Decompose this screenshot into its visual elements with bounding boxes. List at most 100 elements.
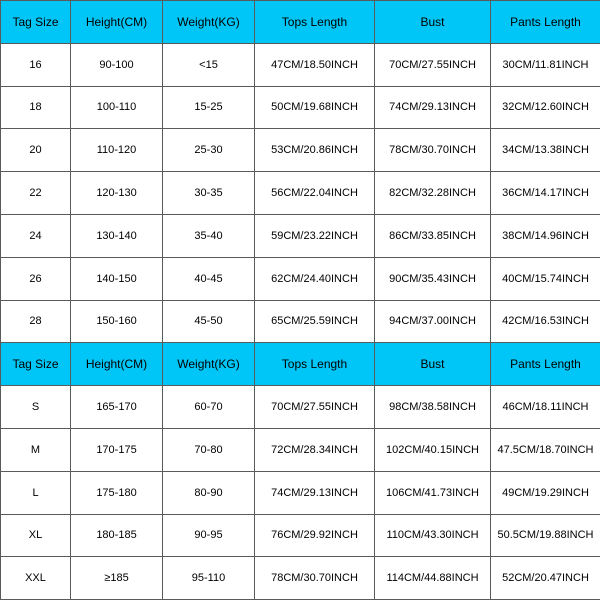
table-cell: 47CM/18.50INCH	[255, 43, 375, 86]
table-row: 28150-16045-5065CM/25.59INCH94CM/37.00IN…	[1, 300, 600, 343]
table-cell: 120-130	[71, 172, 163, 215]
table-cell: 95-110	[163, 557, 255, 600]
table-cell: 40-45	[163, 257, 255, 300]
table-cell: 53CM/20.86INCH	[255, 129, 375, 172]
table-cell: 70CM/27.55INCH	[255, 386, 375, 429]
table-cell: 74CM/29.13INCH	[375, 86, 491, 129]
table-cell: 72CM/28.34INCH	[255, 428, 375, 471]
table-cell: 110CM/43.30INCH	[375, 514, 491, 557]
table-cell: 94CM/37.00INCH	[375, 300, 491, 343]
col-header: Bust	[375, 343, 491, 386]
table-cell: 35-40	[163, 214, 255, 257]
table-cell: ≥185	[71, 557, 163, 600]
table-cell: 24	[1, 214, 71, 257]
table-cell: 130-140	[71, 214, 163, 257]
table-cell: 15-25	[163, 86, 255, 129]
table-cell: 40CM/15.74INCH	[491, 257, 600, 300]
table-cell: 90CM/35.43INCH	[375, 257, 491, 300]
table-cell: 114CM/44.88INCH	[375, 557, 491, 600]
table-cell: 28	[1, 300, 71, 343]
table-cell: 47.5CM/18.70INCH	[491, 428, 600, 471]
table-row: 1690-100<1547CM/18.50INCH70CM/27.55INCH3…	[1, 43, 600, 86]
table-row: 18100-11015-2550CM/19.68INCH74CM/29.13IN…	[1, 86, 600, 129]
col-header: Tag Size	[1, 1, 71, 44]
table-cell: 50CM/19.68INCH	[255, 86, 375, 129]
table-cell: 140-150	[71, 257, 163, 300]
table-cell: 32CM/12.60INCH	[491, 86, 600, 129]
table-row: M170-17570-8072CM/28.34INCH102CM/40.15IN…	[1, 428, 600, 471]
table-cell: 110-120	[71, 129, 163, 172]
table-cell: 16	[1, 43, 71, 86]
table-cell: 86CM/33.85INCH	[375, 214, 491, 257]
col-header: Bust	[375, 1, 491, 44]
table-cell: 20	[1, 129, 71, 172]
table-cell: 52CM/20.47INCH	[491, 557, 600, 600]
table-cell: 30-35	[163, 172, 255, 215]
table-cell: 80-90	[163, 471, 255, 514]
table-cell: 74CM/29.13INCH	[255, 471, 375, 514]
table-cell: 45-50	[163, 300, 255, 343]
table-cell: 82CM/32.28INCH	[375, 172, 491, 215]
table-cell: XXL	[1, 557, 71, 600]
table-row: 22120-13030-3556CM/22.04INCH82CM/32.28IN…	[1, 172, 600, 215]
col-header: Height(CM)	[71, 343, 163, 386]
table-cell: 100-110	[71, 86, 163, 129]
table-cell: 165-170	[71, 386, 163, 429]
col-header: Tops Length	[255, 343, 375, 386]
table-cell: 49CM/19.29INCH	[491, 471, 600, 514]
col-header: Pants Length	[491, 343, 600, 386]
table-cell: 34CM/13.38INCH	[491, 129, 600, 172]
table-header-2: Tag Size Height(CM) Weight(KG) Tops Leng…	[1, 343, 600, 386]
table-cell: L	[1, 471, 71, 514]
table-body-kids: 1690-100<1547CM/18.50INCH70CM/27.55INCH3…	[1, 43, 600, 343]
col-header: Height(CM)	[71, 1, 163, 44]
table-cell: 36CM/14.17INCH	[491, 172, 600, 215]
table-cell: 56CM/22.04INCH	[255, 172, 375, 215]
table-cell: 26	[1, 257, 71, 300]
table-row: XXL≥18595-11078CM/30.70INCH114CM/44.88IN…	[1, 557, 600, 600]
table-cell: 18	[1, 86, 71, 129]
table-cell: 90-100	[71, 43, 163, 86]
table-cell: 102CM/40.15INCH	[375, 428, 491, 471]
table-cell: 150-160	[71, 300, 163, 343]
table-row: 24130-14035-4059CM/23.22INCH86CM/33.85IN…	[1, 214, 600, 257]
table-row: L175-18080-9074CM/29.13INCH106CM/41.73IN…	[1, 471, 600, 514]
table-cell: 76CM/29.92INCH	[255, 514, 375, 557]
table-cell: 90-95	[163, 514, 255, 557]
table-row: XL180-18590-9576CM/29.92INCH110CM/43.30I…	[1, 514, 600, 557]
table-cell: 180-185	[71, 514, 163, 557]
col-header: Tag Size	[1, 343, 71, 386]
size-chart-table: Tag Size Height(CM) Weight(KG) Tops Leng…	[0, 0, 600, 600]
table-row: 26140-15040-4562CM/24.40INCH90CM/35.43IN…	[1, 257, 600, 300]
table-row: 20110-12025-3053CM/20.86INCH78CM/30.70IN…	[1, 129, 600, 172]
table-cell: 78CM/30.70INCH	[255, 557, 375, 600]
table-cell: 46CM/18.11INCH	[491, 386, 600, 429]
table-row: S165-17060-7070CM/27.55INCH98CM/38.58INC…	[1, 386, 600, 429]
table-cell: 59CM/23.22INCH	[255, 214, 375, 257]
col-header: Pants Length	[491, 1, 600, 44]
table-cell: 25-30	[163, 129, 255, 172]
table-cell: 42CM/16.53INCH	[491, 300, 600, 343]
table-cell: 106CM/41.73INCH	[375, 471, 491, 514]
table-cell: 65CM/25.59INCH	[255, 300, 375, 343]
col-header: Weight(KG)	[163, 1, 255, 44]
table-cell: 70CM/27.55INCH	[375, 43, 491, 86]
col-header: Weight(KG)	[163, 343, 255, 386]
table-cell: 62CM/24.40INCH	[255, 257, 375, 300]
table-cell: 78CM/30.70INCH	[375, 129, 491, 172]
table-cell: 98CM/38.58INCH	[375, 386, 491, 429]
table-header-1: Tag Size Height(CM) Weight(KG) Tops Leng…	[1, 1, 600, 44]
table-cell: XL	[1, 514, 71, 557]
table-cell: <15	[163, 43, 255, 86]
table-cell: 22	[1, 172, 71, 215]
table-body-adult: S165-17060-7070CM/27.55INCH98CM/38.58INC…	[1, 386, 600, 600]
table-cell: 170-175	[71, 428, 163, 471]
table-cell: M	[1, 428, 71, 471]
table-cell: 30CM/11.81INCH	[491, 43, 600, 86]
table-cell: 38CM/14.96INCH	[491, 214, 600, 257]
table-cell: 60-70	[163, 386, 255, 429]
table-cell: 70-80	[163, 428, 255, 471]
col-header: Tops Length	[255, 1, 375, 44]
table-cell: S	[1, 386, 71, 429]
table-cell: 175-180	[71, 471, 163, 514]
